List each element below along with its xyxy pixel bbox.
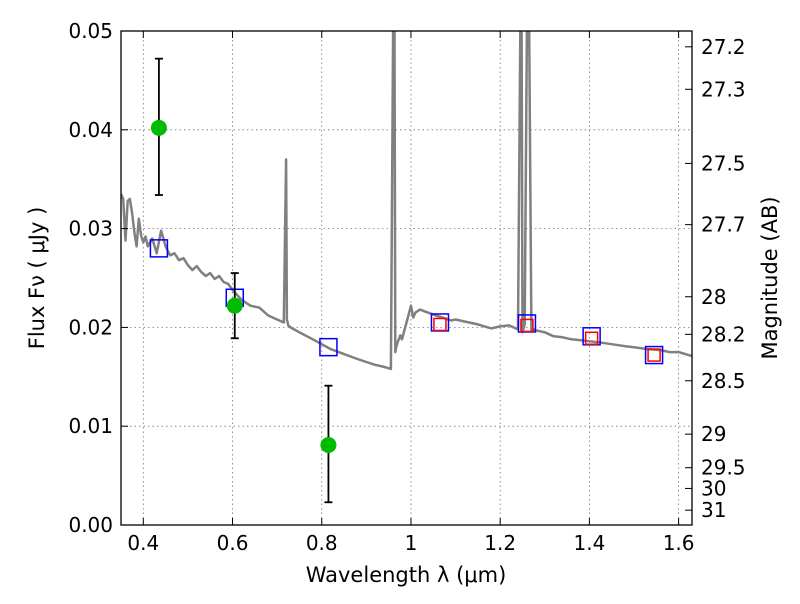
x-tick-label: 1.2 (484, 531, 516, 555)
detection-point (150, 119, 167, 136)
model-photometry-point (644, 345, 664, 365)
x-tick-label: 1.6 (663, 531, 695, 555)
y2-tick-label: 27.2 (701, 35, 746, 59)
y2-tick-label: 29 (701, 422, 726, 446)
detection-point (226, 297, 243, 314)
y2-tick-label: 30 (701, 476, 726, 500)
y-tick-label: 0.05 (68, 19, 113, 43)
y2-tick-label: 29.5 (701, 456, 746, 480)
y-axis-title: Flux Fν ( μJy ) (25, 207, 49, 350)
observed-photometry-point (520, 318, 534, 333)
y2-tick-label: 28.5 (701, 369, 746, 393)
y2-axis-title: Magnitude (AB) (758, 196, 782, 359)
y-tick-label: 0.03 (68, 217, 113, 241)
y2-tick-label: 31 (701, 498, 726, 522)
model-photometry-point (149, 239, 169, 258)
observed-photometry-point (647, 348, 661, 362)
model-spectrum-line (121, 31, 692, 371)
y2-tick-label: 28.2 (701, 322, 746, 346)
detection-point (320, 436, 337, 453)
plot-data (121, 31, 692, 504)
y-tick-label: 0.01 (68, 414, 113, 438)
plot-frame (120, 30, 693, 526)
x-tick-label: 1 (405, 531, 418, 555)
x-axis-title: Wavelength λ (μm) (306, 563, 507, 587)
y-tick-label: 0.04 (68, 118, 113, 142)
y2-tick-label: 27.7 (701, 213, 746, 237)
x-tick-label: 1.4 (573, 531, 605, 555)
y2-tick-label: 27.5 (701, 151, 746, 175)
x-tick-label: 0.8 (306, 531, 338, 555)
observed-photometry-point (433, 317, 447, 332)
y-tick-label: 0.02 (68, 315, 113, 339)
x-tick-label: 0.4 (127, 531, 159, 555)
x-tick-label: 0.6 (217, 531, 249, 555)
y-tick-label: 0.00 (68, 513, 113, 537)
observed-photometry-point (584, 331, 599, 346)
axes: 0.4 0.6 0.8 1 1.2 1.4 1.6 0.00 0.01 0.02 0.03 0.04 0… (68, 19, 745, 555)
y2-tick-label: 28 (701, 285, 726, 309)
grid (121, 30, 692, 526)
model-photometry-point (319, 337, 338, 357)
y2-tick-label: 27.3 (701, 77, 746, 101)
